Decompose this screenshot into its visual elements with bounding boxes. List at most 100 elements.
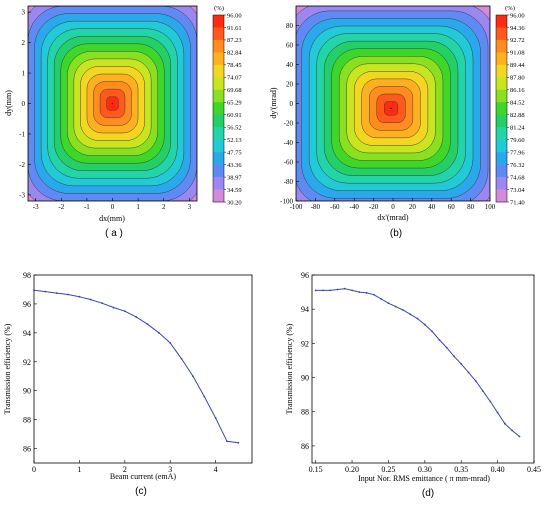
colorbar-segment: [213, 189, 224, 203]
heatmap-b-contours: [296, 6, 490, 201]
data-point: [44, 290, 47, 293]
heatmap-a-xlabel: dx(mm): [99, 214, 125, 223]
colorbar-a-unit: (%): [214, 5, 224, 12]
panel-label-d: (d): [422, 488, 434, 499]
x-tick-label: 40: [428, 203, 436, 211]
colorbar-segment: [213, 139, 224, 153]
data-point: [489, 400, 492, 403]
x-tick-label: 0.45: [527, 465, 541, 474]
data-point: [394, 305, 397, 308]
y-tick-label: 60: [286, 42, 294, 50]
data-point: [314, 289, 317, 292]
heatmap-b-xlabel: dx'(mrad): [377, 213, 409, 222]
heatmap-a-contours: [28, 6, 197, 201]
data-point: [467, 371, 470, 374]
colorbar-label: 91.08: [510, 50, 525, 57]
y-tick-label: -100: [280, 198, 293, 206]
y-tick-label: 86: [23, 445, 31, 454]
y-tick-label: 92: [23, 358, 31, 367]
x-tick-label: 0: [391, 203, 395, 211]
x-tick-label: -2: [58, 203, 64, 211]
colorbar-segment: [496, 164, 507, 178]
colorbar-label: 77.96: [510, 149, 525, 156]
heatmap-b-y-ticks: -100 -80 -60 -40 -20 0 20 40 60 80: [280, 22, 299, 206]
x-tick-label: 0: [32, 465, 36, 474]
colorbar-segment: [213, 102, 224, 116]
colorbar-segment: [213, 164, 224, 178]
colorbar-label: 74.07: [227, 75, 242, 82]
colorbar-segment: [213, 77, 224, 91]
colorbar-segment: [496, 189, 507, 203]
colorbar-a-labels: 96.00 91.61 87.23 82.84 78.45 74.07 69.68 65.29…: [224, 12, 242, 206]
x-tick-label: 0.35: [454, 465, 468, 474]
colorbar-segment: [213, 15, 224, 28]
panel-label-b: (b): [390, 228, 402, 239]
peak-marker: [111, 102, 114, 105]
y-tick-label: 0: [22, 100, 26, 108]
x-tick-label: -100: [290, 203, 303, 211]
colorbar-segment: [213, 64, 224, 78]
line-chart-d-xlabel: Input Nor. RMS emittance ( π mm-mrad): [358, 474, 490, 483]
data-point: [157, 331, 160, 334]
data-point: [351, 289, 353, 292]
line-chart-c-series: [33, 289, 240, 444]
colorbar-b-unit: (%): [505, 5, 515, 12]
colorbar-label: 56.52: [227, 125, 242, 132]
colorbar-label: 34.59: [227, 187, 242, 194]
y-tick-label: 2: [22, 39, 26, 47]
data-point: [135, 316, 138, 318]
colorbar-segment: [213, 89, 224, 103]
colorbar-segment: [213, 152, 224, 165]
colorbar-label: 47.75: [227, 149, 242, 156]
y-tick-label: 94: [23, 329, 31, 338]
y-tick-label: 96: [23, 300, 31, 309]
data-point: [214, 417, 217, 420]
colorbar-a: [212, 14, 225, 203]
data-point: [409, 313, 412, 316]
colorbar-b-labels: 96.00 94.36 92.72 91.08 89.44 87.80 86.16 84.52…: [507, 12, 525, 206]
data-point: [423, 323, 426, 326]
colorbar-segment: [213, 127, 224, 140]
y-tick-label: -80: [284, 178, 294, 186]
colorbar-label: 94.36: [510, 25, 525, 32]
data-point: [237, 441, 240, 444]
x-tick-label: -3: [33, 203, 39, 211]
colorbar-segment: [496, 15, 507, 28]
colorbar-label: 38.97: [227, 174, 242, 181]
y-tick-label: -3: [19, 191, 25, 199]
series-line: [33, 289, 239, 444]
data-point: [89, 298, 92, 301]
colorbar-label: 82.84: [227, 50, 242, 57]
colorbar-label: 82.88: [510, 112, 525, 119]
panel-label-a: ( a ): [105, 228, 123, 239]
colorbar-segment: [213, 39, 224, 53]
y-tick-label: 88: [301, 408, 309, 417]
colorbar-label: 92.72: [510, 37, 525, 44]
data-point: [101, 302, 104, 305]
colorbar-label: 86.16: [510, 87, 525, 94]
data-point: [336, 288, 339, 291]
line-chart-d-y-ticks: 86 88 90 92 94 96: [301, 271, 315, 451]
data-point: [496, 411, 499, 414]
line-chart-c-ylabel: Transmission efficiency (%): [3, 323, 12, 414]
colorbar-segment: [496, 139, 507, 153]
colorbar-segment: [496, 89, 507, 103]
data-point: [453, 355, 455, 358]
data-point: [169, 342, 172, 344]
x-tick-label: 0: [111, 203, 115, 211]
x-tick-label: 1: [77, 465, 81, 474]
x-tick-label: 3: [168, 465, 172, 474]
data-point: [146, 323, 149, 326]
data-point: [55, 292, 58, 294]
colorbar-label: 79.60: [510, 137, 525, 144]
colorbar-label: 87.80: [510, 75, 525, 82]
colorbar-segment: [496, 64, 507, 78]
colorbar-label: 73.04: [510, 187, 525, 194]
y-tick-label: 92: [301, 339, 309, 348]
colorbar-label: 96.00: [510, 12, 525, 19]
panel-label-c: (c): [135, 486, 147, 497]
colorbar-label: 87.23: [227, 37, 242, 44]
heatmap-b-ylabel: dy'(mrad): [269, 87, 278, 119]
y-tick-label: 90: [23, 387, 31, 396]
